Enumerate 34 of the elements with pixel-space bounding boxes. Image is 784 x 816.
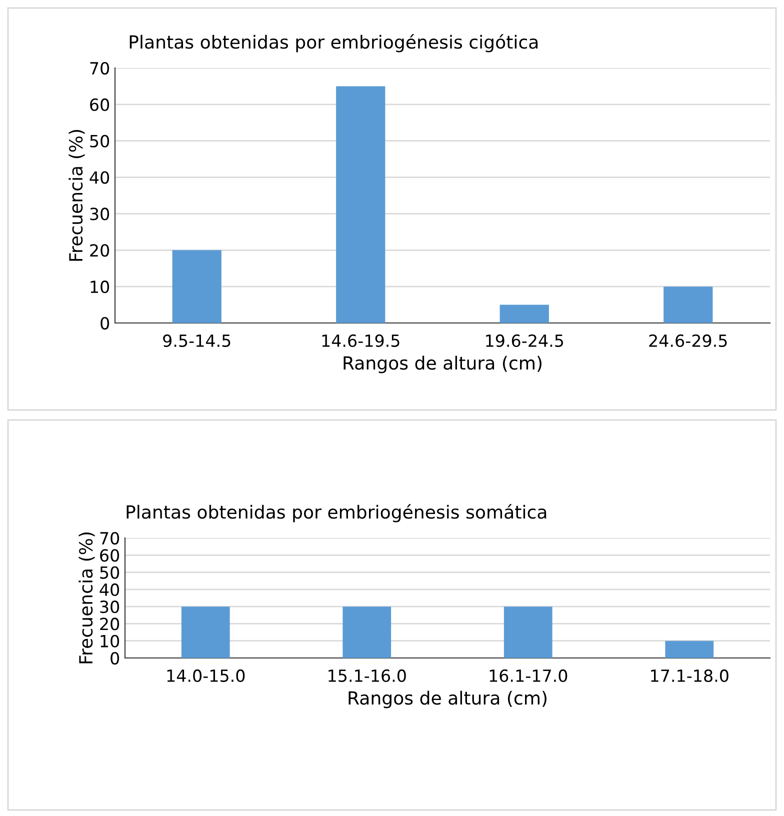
chart-title: Plantas obtenidas por embriogénesis somática (126, 504, 546, 522)
y-tick-label: 50 (90, 134, 110, 148)
bar (336, 86, 386, 323)
y-tick-label: 20 (90, 244, 110, 257)
y-tick-label: 30 (100, 600, 120, 614)
y-tick-label: 20 (100, 618, 120, 630)
y-tick-label: 30 (90, 208, 110, 220)
y-tick-label: 10 (100, 634, 120, 648)
y-tick-label: 40 (90, 171, 110, 184)
y-tick-label: 40 (100, 583, 120, 596)
y-tick-label: 0 (100, 316, 110, 330)
x-tick-label: 14.6-19.5 (322, 334, 400, 348)
x-tick-label: 17.1-18.0 (651, 669, 728, 682)
y-tick-label: 10 (90, 280, 110, 294)
x-tick-label: 9.5-14.5 (163, 334, 230, 348)
y-tick-label: 70 (100, 532, 120, 545)
bar (500, 304, 549, 323)
bar (172, 250, 222, 323)
y-tick-label: 0 (110, 652, 120, 665)
x-tick-label: 15.1-16.0 (328, 669, 406, 682)
x-tick-label: 14.0-15.0 (167, 669, 245, 682)
y-axis-title: Frecuencia (%) (78, 532, 95, 664)
x-tick-label: 19.6-24.5 (486, 334, 564, 348)
chart-title: Plantas obtenidas por embriogénesis cigótica (130, 34, 538, 52)
x-tick-label: 24.6-29.5 (649, 334, 727, 348)
bar (664, 286, 713, 323)
y-tick-label: 50 (100, 566, 120, 579)
y-tick-label: 70 (90, 62, 110, 75)
x-axis-title: Rangos de altura (cm) (348, 690, 546, 708)
x-tick-label: 16.1-17.0 (490, 669, 568, 682)
y-tick-label: 60 (90, 98, 110, 111)
y-tick-label: 60 (100, 549, 120, 562)
y-axis-title: Frecuencia (%) (68, 130, 85, 261)
x-axis-title: Rangos de altura (cm) (344, 356, 542, 374)
